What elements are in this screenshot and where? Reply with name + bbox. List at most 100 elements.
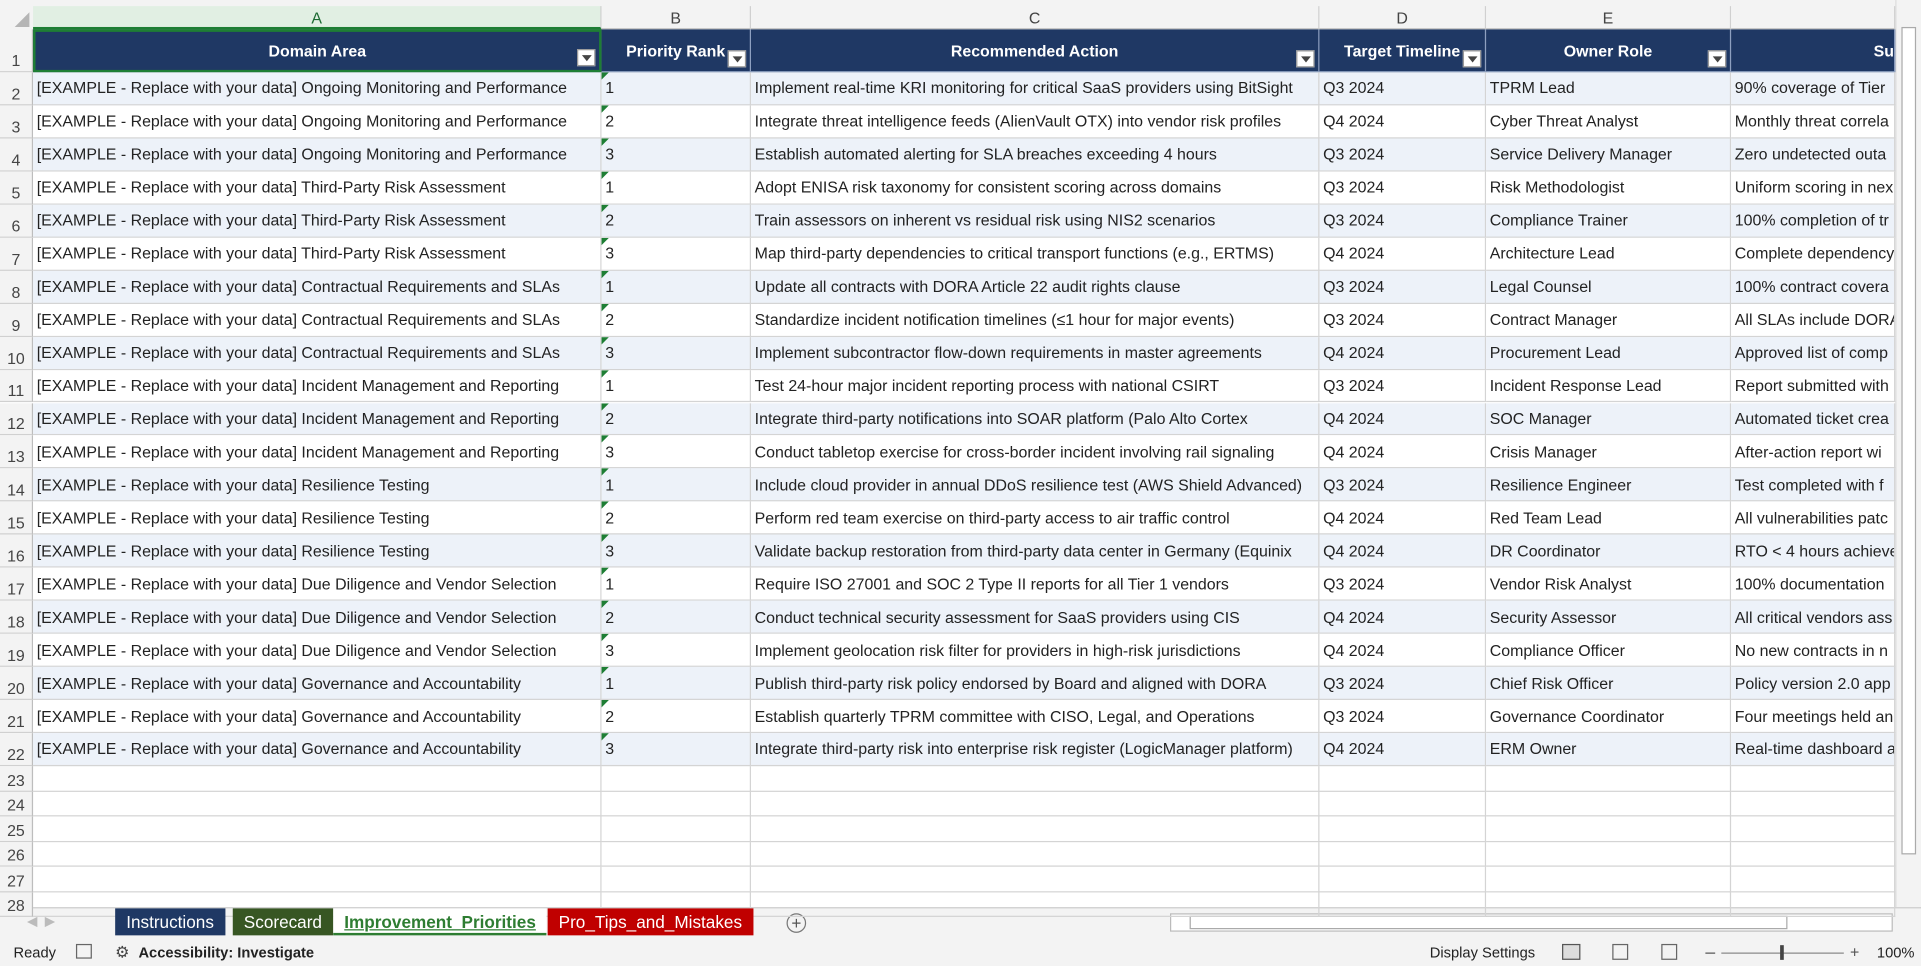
empty-cell[interactable] [751,766,1320,792]
zoom-out[interactable] [1705,952,1716,954]
timeline-cell[interactable]: Q4 2024 [1319,105,1487,139]
filter-button[interactable] [1462,50,1482,68]
owner-cell[interactable]: Compliance Officer [1486,633,1732,667]
domain-cell[interactable]: [EXAMPLE - Replace with your data] Gover… [33,666,602,701]
timeline-cell[interactable]: Q4 2024 [1319,435,1487,469]
empty-cell[interactable] [33,816,602,842]
rank-cell[interactable]: 3 [601,633,752,667]
timeline-cell[interactable]: Q3 2024 [1319,270,1487,304]
owner-cell[interactable]: SOC Manager [1486,402,1732,436]
owner-cell[interactable]: DR Coordinator [1486,534,1732,568]
add-sheet[interactable]: + [786,913,807,933]
rank-cell[interactable]: 3 [601,237,752,271]
rank-cell[interactable]: 2 [601,600,752,634]
action-cell[interactable]: Establish quarterly TPRM committee with … [751,700,1320,734]
rank-cell[interactable]: 2 [601,402,752,436]
action-cell[interactable]: Require ISO 27001 and SOC 2 Type II repo… [751,567,1320,601]
timeline-cell[interactable]: Q3 2024 [1319,666,1487,701]
filter-button[interactable] [727,50,747,68]
action-cell[interactable]: Train assessors on inherent vs residual … [751,204,1320,238]
empty-cell[interactable] [1486,791,1732,817]
action-cell[interactable]: Standardize incident notification timeli… [751,303,1320,337]
owner-cell[interactable]: Vendor Risk Analyst [1486,567,1732,601]
rank-cell[interactable]: 1 [601,369,752,403]
vertical-scrollbar[interactable] [1895,0,1921,908]
timeline-cell[interactable]: Q3 2024 [1319,204,1487,238]
header-cell[interactable]: Su [1731,29,1896,73]
domain-cell[interactable]: [EXAMPLE - Replace with your data] Incid… [33,402,602,436]
tab-nav[interactable]: ◀ ▶ [26,914,56,930]
page-layout-view[interactable] [1612,943,1629,960]
timeline-cell[interactable]: Q4 2024 [1319,534,1487,568]
empty-cell[interactable] [1319,866,1487,892]
rank-cell[interactable]: 1 [601,72,752,106]
normal-view[interactable] [1562,943,1581,960]
timeline-cell[interactable]: Q3 2024 [1319,700,1487,734]
domain-cell[interactable]: [EXAMPLE - Replace with your data] Due D… [33,567,602,601]
zoom-handle[interactable] [1780,945,1784,960]
timeline-cell[interactable]: Q4 2024 [1319,336,1487,370]
action-cell[interactable]: Implement real-time KRI monitoring for c… [751,72,1320,106]
row-number[interactable]: 26 [0,841,34,867]
owner-cell[interactable]: Crisis Manager [1486,435,1732,469]
domain-cell[interactable]: [EXAMPLE - Replace with your data] Ongoi… [33,105,602,139]
row-number[interactable]: 9 [0,303,34,337]
empty-cell[interactable] [751,791,1320,817]
rank-cell[interactable]: 1 [601,270,752,304]
domain-cell[interactable]: [EXAMPLE - Replace with your data] Contr… [33,303,602,337]
header-cell[interactable]: Recommended Action [751,29,1320,73]
owner-cell[interactable]: Architecture Lead [1486,237,1732,271]
row-number[interactable]: 13 [0,435,34,469]
owner-cell[interactable]: Resilience Engineer [1486,468,1732,502]
timeline-cell[interactable]: Q4 2024 [1319,633,1487,667]
owner-cell[interactable]: Governance Coordinator [1486,700,1732,734]
metric-cell[interactable]: Report submitted with [1731,369,1896,403]
empty-cell[interactable] [33,791,602,817]
row-number[interactable]: 17 [0,567,34,601]
owner-cell[interactable]: Risk Methodologist [1486,171,1732,205]
empty-cell[interactable] [1731,816,1896,842]
column-letter[interactable]: D [1319,6,1487,30]
metric-cell[interactable]: RTO < 4 hours achieve [1731,534,1896,568]
sheet-tab[interactable]: Improvement_Priorities [333,908,547,936]
action-cell[interactable]: Test 24-hour major incident reporting pr… [751,369,1320,403]
header-cell[interactable]: Domain Area [33,29,602,73]
owner-cell[interactable]: Chief Risk Officer [1486,666,1732,701]
display-settings[interactable]: Display Settings [1429,943,1536,962]
domain-cell[interactable]: [EXAMPLE - Replace with your data] Gover… [33,733,602,767]
rank-cell[interactable]: 3 [601,733,752,767]
empty-cell[interactable] [1731,866,1896,892]
metric-cell[interactable]: All vulnerabilities patc [1731,501,1896,535]
empty-cell[interactable] [33,866,602,892]
action-cell[interactable]: Integrate third-party notifications into… [751,402,1320,436]
owner-cell[interactable]: Service Delivery Manager [1486,138,1732,172]
timeline-cell[interactable]: Q3 2024 [1319,171,1487,205]
metric-cell[interactable]: Automated ticket crea [1731,402,1896,436]
metric-cell[interactable]: After-action report wi [1731,435,1896,469]
macro-icon[interactable] [75,943,92,959]
domain-cell[interactable]: [EXAMPLE - Replace with your data] Third… [33,237,602,271]
domain-cell[interactable]: [EXAMPLE - Replace with your data] Resil… [33,501,602,535]
rank-cell[interactable]: 2 [601,303,752,337]
column-letter[interactable]: B [601,6,752,30]
empty-cell[interactable] [1486,766,1732,792]
metric-cell[interactable]: Policy version 2.0 app [1731,666,1896,701]
timeline-cell[interactable]: Q4 2024 [1319,237,1487,271]
metric-cell[interactable]: Real-time dashboard a [1731,733,1896,767]
empty-cell[interactable] [1319,766,1487,792]
domain-cell[interactable]: [EXAMPLE - Replace with your data] Ongoi… [33,138,602,172]
row-number[interactable]: 5 [0,171,34,205]
row-number[interactable]: 23 [0,766,34,792]
timeline-cell[interactable]: Q4 2024 [1319,402,1487,436]
timeline-cell[interactable]: Q3 2024 [1319,72,1487,106]
owner-cell[interactable]: TPRM Lead [1486,72,1732,106]
owner-cell[interactable]: Incident Response Lead [1486,369,1732,403]
empty-cell[interactable] [33,766,602,792]
metric-cell[interactable]: Monthly threat correla [1731,105,1896,139]
action-cell[interactable]: Publish third-party risk policy endorsed… [751,666,1320,701]
row-number[interactable]: 15 [0,501,34,535]
rank-cell[interactable]: 2 [601,105,752,139]
domain-cell[interactable]: [EXAMPLE - Replace with your data] Contr… [33,270,602,304]
scroll-thumb[interactable] [1901,26,1917,855]
action-cell[interactable]: Validate backup restoration from third-p… [751,534,1320,568]
